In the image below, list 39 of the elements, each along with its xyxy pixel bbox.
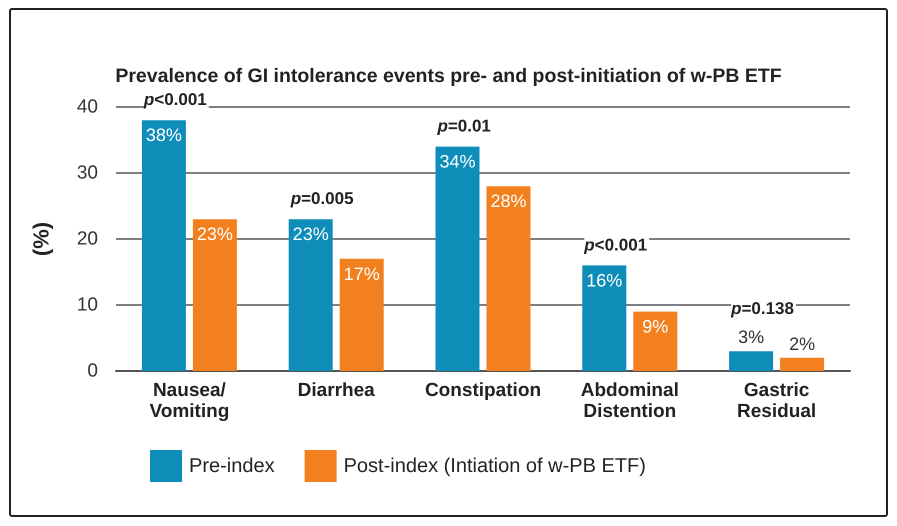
data-label: 3% [738,327,764,348]
y-tick-label: 10 [76,294,98,316]
bar [633,312,678,371]
bar [780,358,824,371]
y-axis-title: (%) [28,222,54,256]
bar [192,219,237,371]
y-tick-label: 40 [76,96,98,118]
annotation: p<0.001 [583,235,648,254]
data-label: 2% [789,334,816,354]
y-tick-label: 0 [87,360,98,382]
bar [486,186,530,371]
annotation: p=0.138 [730,299,794,318]
data-label: 34% [439,152,476,172]
data-label: 17% [344,264,380,284]
data-label: 9% [642,316,668,337]
data-label: 23% [196,224,233,244]
x-tick-label: Nausea/ Vomiting [149,380,230,422]
x-tick-label: Abdominal Distention [580,380,679,422]
x-tick-label: Constipation [424,380,542,401]
annotation: p=0.005 [290,189,354,208]
x-tick-label: Diarrhea [298,380,376,401]
y-tick-label: 30 [76,162,98,184]
chart-title: Prevalence of GI intolerance events pre- and post-initiation of w-PB ETF [115,65,782,87]
legend-label: Post-index (Intiation of w-PB ETF) [344,455,646,477]
bar [288,219,333,371]
bar [436,146,480,371]
legend-label: Pre-index [189,455,275,477]
annotation: p<0.001 [142,90,207,110]
data-label: 23% [292,224,329,244]
y-tick-label: 20 [76,228,98,250]
data-label: 28% [490,191,527,212]
bar [142,120,186,371]
annotation: p=0.01 [436,116,491,136]
data-label: 38% [146,125,182,146]
bar [340,258,384,371]
data-label: 16% [586,270,622,290]
x-tick-label: Gastric Residual [737,380,816,422]
bar [582,265,626,371]
bar [729,351,774,371]
